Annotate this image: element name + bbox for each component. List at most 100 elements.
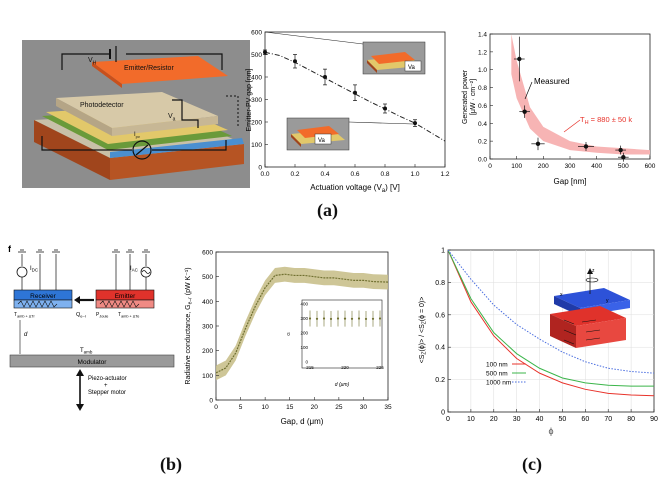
inset-y-tick-label: 0 <box>305 360 308 365</box>
x-axis-label: Gap [nm] <box>554 177 587 186</box>
band-label: TH = 880 ± 50 k <box>580 115 632 126</box>
inset-point <box>322 317 326 320</box>
x-tick-label: 300 <box>565 163 576 170</box>
chart-power-vs-gap: 0.0 0.2 0.4 0.6 0.8 1.0 1.2 1.4 0 100 200 300 400 50… <box>462 32 656 187</box>
diagram-receiver-emitter: f IDC IAC Receiver Emitter Qe–r Tamb + Δ… <box>8 244 175 411</box>
series-line <box>447 249 654 387</box>
y-tick-label: 400 <box>202 299 213 306</box>
x-tick-label: 60 <box>581 416 589 423</box>
inset-pointer-line-2 <box>348 121 414 125</box>
emitter-resistor-icon <box>99 300 140 308</box>
x-tick-label: 1.0 <box>410 171 419 178</box>
y-tick-label: 1.2 <box>478 49 487 56</box>
x-tick-label: 0.0 <box>260 171 269 178</box>
x-tick-label: 0.4 <box>320 171 329 178</box>
y-axis-label: Radiative conductance, Ge–r (pW K⁻¹) <box>185 267 194 384</box>
legend-label: 1000 nm <box>486 380 511 387</box>
x-tick-label: 0 <box>488 163 492 170</box>
x-tick-label: 0 <box>214 404 218 411</box>
y-tick-label: 600 <box>202 250 213 257</box>
inset-point <box>357 317 361 320</box>
data-point <box>263 50 267 55</box>
x-tick-label: 20 <box>311 404 319 411</box>
y-tick-label: 1.0 <box>478 67 487 74</box>
data-point <box>621 155 626 160</box>
d-label: d <box>24 332 28 338</box>
x-tick-label: 5 <box>239 404 243 411</box>
y-tick-label: 100 <box>251 142 262 149</box>
y-tick-label: 0.2 <box>435 377 445 384</box>
y-axis-label: Emitter-PV gap [nm] <box>246 68 253 131</box>
measured-label: Measured <box>534 77 570 86</box>
receiver-resistor-icon <box>17 300 58 308</box>
inset-y-tick-label: 200 <box>300 331 308 336</box>
inset-x-tick-label: 225 <box>376 365 384 370</box>
x-tick-label: 200 <box>538 163 549 170</box>
inset-y-tick-label: 400 <box>300 302 308 307</box>
x-tick-label: 0 <box>446 416 450 423</box>
iac-label: IAC <box>130 266 139 273</box>
legend: 100 nm 500 nm 1000 nm <box>486 362 526 387</box>
x-tick-label: 30 <box>360 404 368 411</box>
plot-frame <box>447 249 655 413</box>
device-render-a: VH Emitter/Resistor Photodetector Va Ipv <box>22 40 250 188</box>
y-tick-label: 0.8 <box>435 280 445 287</box>
y-tick-label: 1 <box>441 248 445 255</box>
inset-x-tick-label: 215 <box>306 365 314 370</box>
x-tick-label: 500 <box>618 163 629 170</box>
actuator-label-3: Stepper motor <box>88 390 126 396</box>
data-point <box>583 144 589 149</box>
device-illustration <box>34 46 244 180</box>
chart-sz-vs-phi: 0 0.2 0.4 0.6 0.8 1 0 10 20 30 40 50 60 70 80 90 z y x… <box>419 248 658 437</box>
x-tick-label: 25 <box>335 404 343 411</box>
x-tick-label: 1.2 <box>440 171 449 178</box>
x-tick-label: 600 <box>645 163 656 170</box>
conductance-line <box>215 273 389 374</box>
temperature-band <box>511 34 650 155</box>
inset-point <box>364 317 368 321</box>
data-point <box>535 141 541 147</box>
measured-arrow <box>524 81 533 100</box>
svg-text:z: z <box>592 268 595 274</box>
y-tick-label: 0 <box>258 165 262 172</box>
x-tick-label: 10 <box>262 404 270 411</box>
x-axis-label: Actuation voltage (Va) [V] <box>310 183 400 194</box>
t-emitter-label: Tamb + ΔTe <box>118 312 139 319</box>
inset-point <box>371 317 375 320</box>
t-amb-label: Tamb <box>80 348 93 355</box>
x-tick-label: 30 <box>513 416 521 423</box>
actuator-label-2: + <box>104 383 108 389</box>
chart-gap-vs-voltage: 0 100 200 300 400 500 600 0.0 0.2 0.4 0.6 0.8 1.0 1.… <box>246 30 450 195</box>
inset-y-tick-label: 100 <box>300 345 308 350</box>
x-tick-label: 0.6 <box>350 171 359 178</box>
y-tick-label: 500 <box>251 52 262 59</box>
x-tick-label: 20 <box>490 416 498 423</box>
inset-frame <box>301 299 383 369</box>
idc-label: IDC <box>30 266 39 273</box>
x-tick-label: 15 <box>286 404 294 411</box>
inset-point <box>315 317 319 320</box>
y-tick-label: 0.4 <box>435 345 445 352</box>
dc-source-icon <box>16 266 28 278</box>
inset-point <box>378 317 382 320</box>
y-tick-label: 100 <box>202 373 213 380</box>
va-label: Va <box>168 113 176 123</box>
caption-a: (a) <box>317 200 338 220</box>
inset-point <box>336 317 340 320</box>
inset-va-text: Va <box>408 65 416 71</box>
p-joule-label: PJoule <box>96 312 108 319</box>
y-tick-label: 0.8 <box>478 85 487 92</box>
data-point <box>293 59 297 64</box>
x-tick-label: 70 <box>604 416 612 423</box>
data-point <box>413 121 417 126</box>
inset-point <box>343 317 347 320</box>
y-tick-label: 0.6 <box>435 312 445 319</box>
data-point <box>353 90 357 95</box>
y-tick-label: 200 <box>202 348 213 355</box>
vh-label: VH <box>88 57 97 67</box>
x-tick-label: 40 <box>536 416 544 423</box>
inset-y-tick-label: 300 <box>300 316 308 321</box>
x-tick-label: 0.2 <box>290 171 299 178</box>
y-tick-label: 300 <box>251 97 262 104</box>
receiver-label: Receiver <box>30 293 56 300</box>
